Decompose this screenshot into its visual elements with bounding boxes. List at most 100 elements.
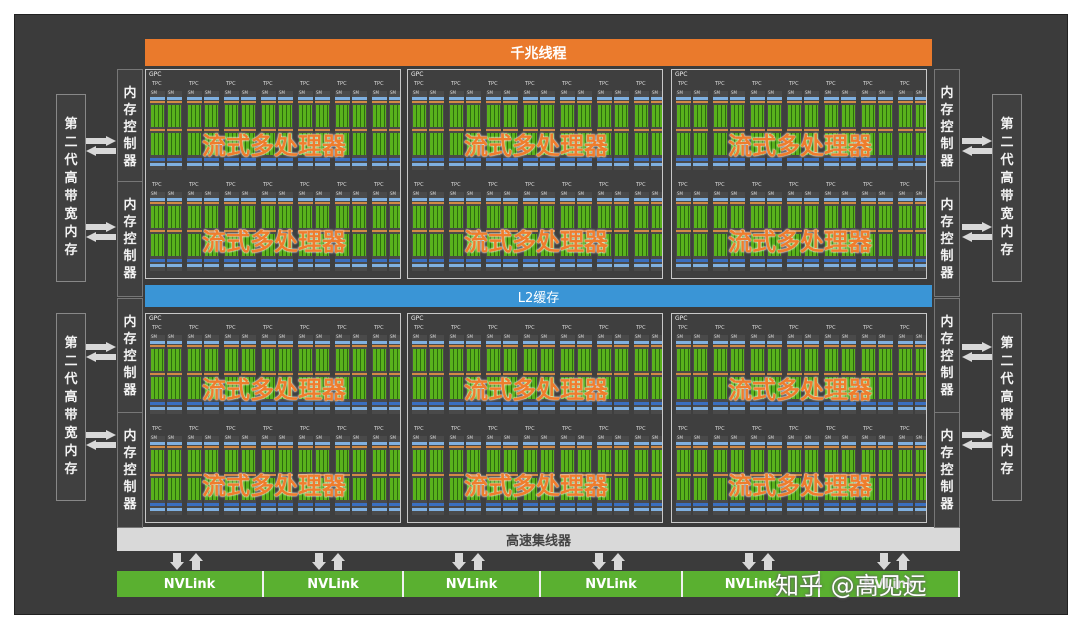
arrow-left-icon: [962, 232, 992, 242]
sm-dispatch-bar: [187, 446, 202, 448]
cuda-cores: [635, 206, 648, 228]
char: 内: [1000, 444, 1014, 459]
sm-dispatch-bar: [841, 446, 856, 448]
tpc-block: TPC SM SM: [676, 426, 709, 516]
sm-cache-bar: [878, 503, 893, 506]
sm-l1-bar: [389, 264, 400, 267]
cuda-cores: [487, 206, 500, 228]
char: 存: [123, 445, 137, 461]
sm-label: SM: [487, 334, 493, 339]
sm-cache-bar: [841, 158, 856, 161]
sm-scheduler-bar: [335, 341, 350, 344]
cuda-cores: [825, 133, 838, 155]
sm-l1-bar: [915, 407, 926, 410]
char: 第: [1000, 117, 1014, 132]
char: 器: [940, 265, 954, 281]
sm-cache-bar: [466, 402, 481, 405]
sm-register-bar: [449, 373, 464, 375]
cuda-cores: [316, 234, 329, 256]
sm-unit: SM: [693, 191, 708, 271]
sm-dispatch-bar: [898, 345, 913, 347]
sm-unit: SM: [261, 334, 276, 414]
hbm2-memory-stack: 第二代高带宽内存: [992, 313, 1022, 501]
sm-label: SM: [413, 90, 419, 95]
sm-register-bar: [486, 230, 501, 232]
cuda-cores: [504, 234, 517, 256]
sm-register-bar: [523, 474, 538, 476]
sm-unit: SM: [841, 334, 856, 414]
sm-scheduler-bar: [676, 198, 691, 201]
sm-register-bar: [597, 474, 612, 476]
sm-l1-bar: [372, 163, 387, 166]
sm-cache-bar: [540, 158, 555, 161]
streaming-multiprocessor-label: 流式多处理器: [202, 376, 346, 404]
sm-unit: SM: [167, 90, 182, 170]
sm-unit: SM: [767, 334, 782, 414]
sm-label: SM: [262, 90, 268, 95]
sm-unit: SM: [204, 191, 219, 271]
sm-cache-bar: [335, 402, 350, 405]
sm-dispatch-bar: [577, 101, 592, 103]
cuda-cores: [879, 133, 892, 155]
sm-register-bar: [693, 230, 708, 232]
sm-dispatch-bar: [523, 345, 538, 347]
sm-unit: SM: [261, 435, 276, 515]
tpc-label: TPC: [900, 426, 910, 432]
arrow-left-icon: [86, 232, 116, 242]
cuda-cores: [694, 206, 707, 228]
sm-cache-bar: [523, 503, 538, 506]
sm-unit: SM: [651, 191, 662, 271]
sm-cache-bar: [150, 402, 165, 405]
cuda-cores: [805, 478, 818, 500]
sm-cache-bar: [449, 158, 464, 161]
sm-label: SM: [805, 90, 811, 95]
sm-register-bar: [597, 373, 612, 375]
tpc-block: TPC SM SM: [298, 426, 331, 516]
nvlink-arrows: [742, 553, 775, 570]
sm-l1-bar: [787, 407, 802, 410]
cuda-cores: [916, 349, 926, 371]
sm-l1-bar: [614, 407, 629, 410]
sm-label: SM: [373, 334, 379, 339]
sm-label: SM: [731, 90, 737, 95]
arrow-down-icon: [312, 553, 326, 570]
sm-dispatch-bar: [878, 345, 893, 347]
cuda-cores: [262, 133, 275, 155]
sm-l1-bar: [187, 407, 202, 410]
sm-unit: SM: [898, 435, 913, 515]
sm-dispatch-bar: [224, 101, 239, 103]
sm-cache-bar: [167, 402, 182, 405]
sm-scheduler-bar: [389, 198, 400, 201]
sm-dispatch-bar: [651, 101, 662, 103]
sm-dispatch-bar: [750, 446, 765, 448]
cuda-cores: [899, 450, 912, 472]
sm-unit: SM: [824, 435, 839, 515]
cuda-cores: [279, 105, 292, 127]
sm-cache-bar: [597, 503, 612, 506]
sm-dispatch-bar: [224, 345, 239, 347]
sm-unit: SM: [540, 435, 555, 515]
sm-scheduler-bar: [241, 198, 256, 201]
sm-label: SM: [205, 334, 211, 339]
sm-l1-bar: [449, 508, 464, 511]
sm-label: SM: [450, 90, 456, 95]
sm-scheduler-bar: [804, 442, 819, 445]
sm-unit: SM: [713, 90, 728, 170]
arrow-right-icon: [86, 136, 116, 146]
cuda-cores: [578, 450, 591, 472]
sm-unit: SM: [298, 90, 313, 170]
sm-register-bar: [915, 129, 926, 131]
tpc-block: TPC SM SM: [634, 325, 662, 415]
sm-register-bar: [693, 129, 708, 131]
sm-label: SM: [768, 435, 774, 440]
sm-dispatch-bar: [767, 202, 782, 204]
tpc-label: TPC: [263, 182, 273, 188]
cuda-cores: [879, 450, 892, 472]
sm-register-bar: [841, 129, 856, 131]
cuda-cores: [242, 349, 255, 371]
sm-register-bar: [315, 129, 330, 131]
char: 制: [123, 136, 137, 152]
sm-scheduler-bar: [204, 341, 219, 344]
cuda-cores: [615, 133, 628, 155]
cuda-cores: [694, 133, 707, 155]
